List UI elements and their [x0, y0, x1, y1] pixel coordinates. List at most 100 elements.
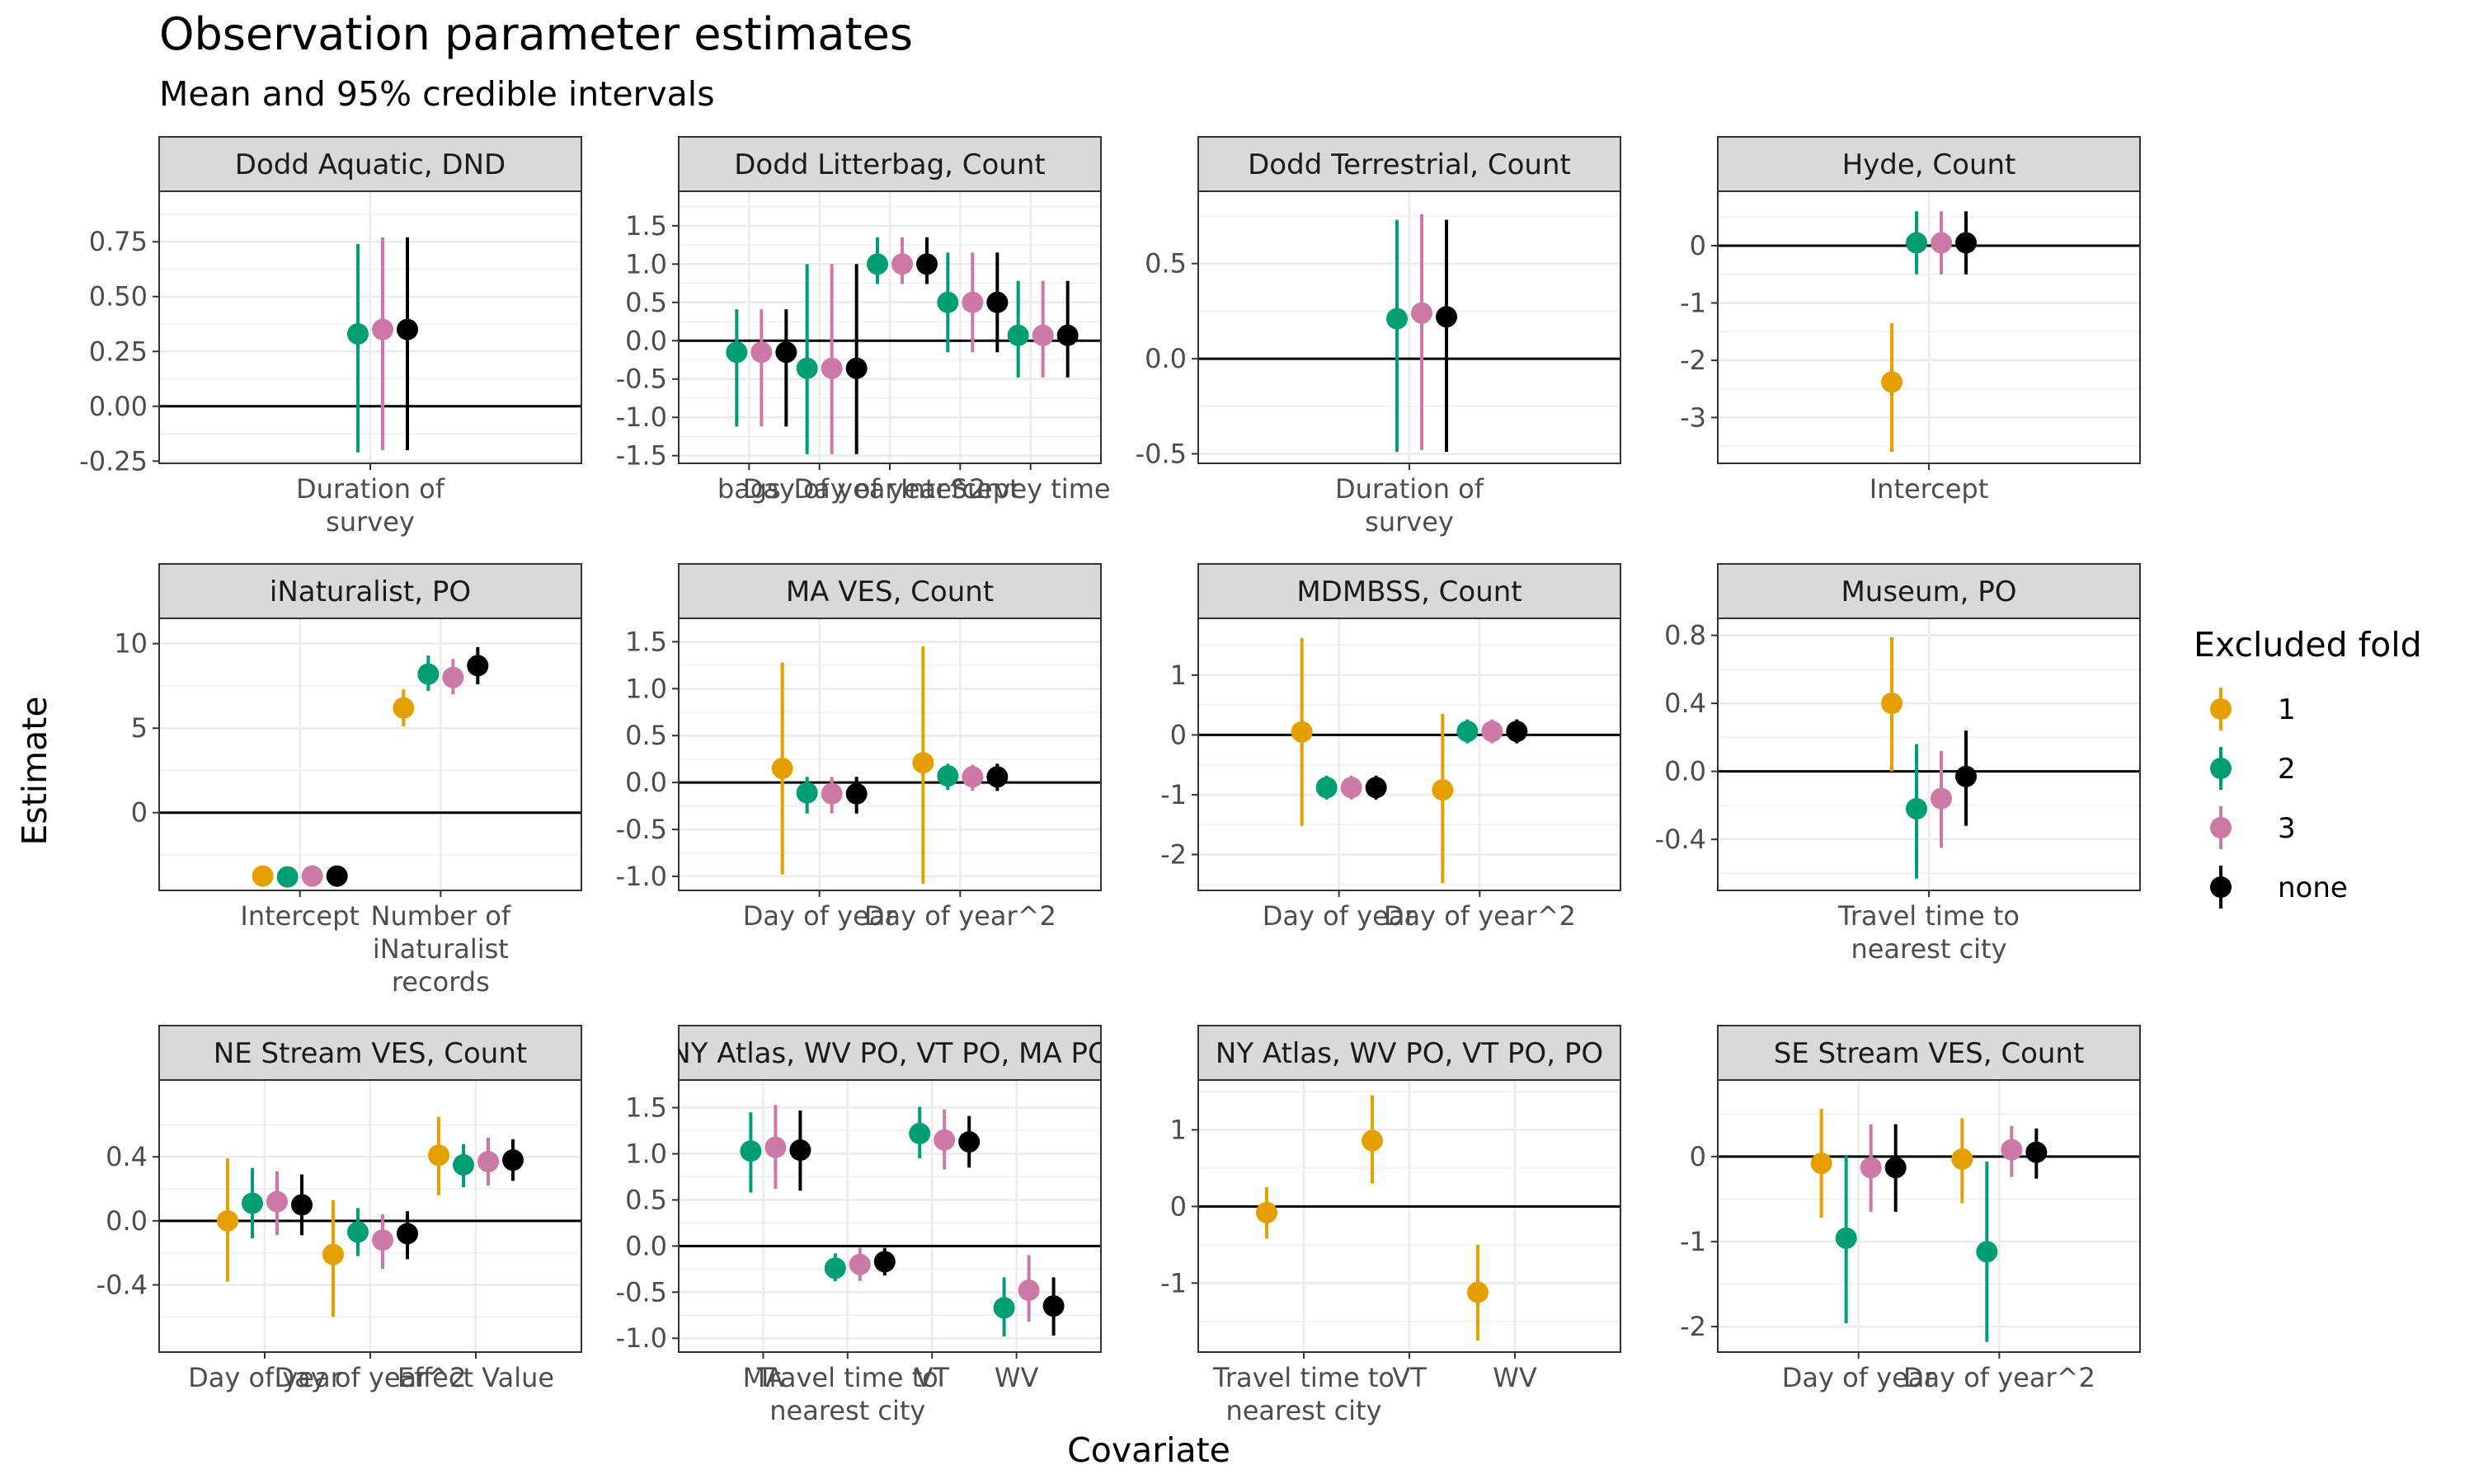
- y-tick-label: 5: [131, 712, 148, 744]
- y-tick-label: 0: [1690, 230, 1706, 261]
- point-fold-3: [849, 1253, 871, 1275]
- point-fold-1: [1432, 779, 1454, 801]
- y-tick-label: 0.4: [1664, 688, 1706, 719]
- legend-label-1: 1: [2278, 693, 2296, 726]
- point-fold-1: [322, 1243, 344, 1266]
- y-tick-label: -1: [1160, 779, 1187, 810]
- point-fold-3: [934, 1129, 956, 1151]
- x-tick-label-line: nearest city: [1851, 933, 2006, 965]
- point-fold-1: [1291, 721, 1313, 743]
- point-fold-3: [764, 1136, 787, 1158]
- y-tick-label: 1.5: [625, 626, 667, 657]
- point-fold-3: [2001, 1139, 2023, 1161]
- point-fold-none: [291, 1194, 313, 1216]
- x-tick-label-line: WV: [995, 1362, 1039, 1393]
- facet-panels: Dodd Aquatic, DND-0.250.000.250.500.75Du…: [79, 136, 2141, 1426]
- panel-border: [1717, 618, 2141, 891]
- y-axis-title: Estimate: [15, 696, 54, 845]
- y-tick-label: 0.5: [625, 287, 667, 318]
- point-fold-2: [1835, 1227, 1857, 1249]
- y-tick-label: -1: [1680, 287, 1706, 318]
- x-tick-label: Day of year: [188, 1362, 342, 1393]
- point-fold-2: [1906, 798, 1927, 819]
- facet-strip-label: NE Stream VES, Count: [214, 1037, 527, 1070]
- legend-label-2: 2: [2278, 753, 2296, 786]
- x-tick-label-line: Day of year: [743, 473, 897, 505]
- facet-strip-label: NY Atlas, WV PO, VT PO, PO: [1216, 1037, 1603, 1070]
- legend-key-point-1: [2210, 698, 2232, 720]
- y-tick-label: 0.0: [625, 325, 667, 356]
- point-fold-none: [326, 865, 348, 887]
- facet-panel: Dodd Terrestrial, Count -0.5 0.0 0.5 Duratio…: [1136, 136, 1621, 538]
- x-tick-label: Intercept: [1870, 473, 1989, 505]
- point-fold-none: [1506, 721, 1528, 743]
- x-tick-label-line: Survey time: [951, 473, 1111, 505]
- point-fold-none: [1955, 765, 1977, 787]
- point-fold-1: [1256, 1201, 1277, 1223]
- point-fold-3: [477, 1151, 499, 1172]
- x-tick-label: Intercept: [240, 900, 360, 932]
- x-tick-label-line: Day of year: [1263, 900, 1417, 932]
- x-tick-label-line: Intercept: [1870, 473, 1989, 505]
- y-tick-label: 0.0: [1145, 343, 1187, 374]
- x-tick-label-line: Effect Value: [397, 1362, 554, 1393]
- point-fold-none: [1884, 1157, 1907, 1179]
- point-fold-3: [372, 1229, 393, 1252]
- x-tick-label: Survey time: [951, 473, 1111, 505]
- panel-border: [158, 618, 582, 891]
- point-fold-none: [1056, 324, 1079, 346]
- chart-title: Observation parameter estimates: [159, 8, 913, 60]
- x-tick-label: Duration of survey: [296, 473, 445, 538]
- facet-panel: NY Atlas, WV PO, VT PO, PO -1 0 1 Travel tim…: [1160, 1025, 1621, 1426]
- point-fold-3: [962, 291, 984, 313]
- facet-strip-label: Museum, PO: [1841, 575, 2016, 608]
- panel-background: [1198, 618, 1620, 890]
- y-tick-label: 0.0: [1664, 756, 1706, 787]
- point-fold-1: [1467, 1281, 1489, 1303]
- point-fold-2: [726, 341, 748, 364]
- x-tick-label-line: Intercept: [240, 900, 360, 932]
- y-tick-label: -0.5: [1136, 438, 1187, 469]
- y-tick-label: 0.0: [625, 1230, 667, 1261]
- y-tick-label: 0.25: [89, 336, 148, 367]
- x-tick-label: Day of year^2: [275, 1362, 467, 1393]
- x-tick-label-line: Day of year: [743, 900, 897, 932]
- facet-strip-label: MA VES, Count: [786, 575, 994, 608]
- x-tick-label-line: Day of year: [188, 1362, 342, 1393]
- facet-strip: [158, 563, 582, 619]
- x-tick-label: MA: [743, 1362, 784, 1393]
- y-tick-label: 1.5: [625, 210, 667, 242]
- point-fold-3: [750, 341, 773, 364]
- point-fold-2: [824, 1257, 846, 1280]
- panel-background: [679, 1080, 1101, 1352]
- y-tick-label: 0.0: [106, 1205, 148, 1237]
- y-tick-label: 0.4: [106, 1141, 148, 1172]
- point-fold-2: [937, 291, 959, 313]
- panel-border: [158, 1079, 582, 1353]
- y-tick-label: 0.00: [89, 391, 148, 422]
- y-tick-label: 0.5: [1145, 248, 1187, 279]
- point-fold-2: [796, 782, 818, 804]
- y-tick-label: 1: [1170, 660, 1187, 691]
- point-fold-none: [958, 1130, 981, 1153]
- panel-border: [158, 190, 582, 464]
- y-tick-label: -1: [1160, 1267, 1187, 1298]
- x-tick-label-line: bags: [717, 473, 781, 505]
- facet-strip-label: Dodd Litterbag, Count: [734, 148, 1046, 181]
- y-tick-label: 1.0: [625, 673, 667, 704]
- point-fold-2: [1007, 324, 1029, 346]
- point-fold-1: [217, 1209, 238, 1232]
- x-tick-label-line: MA: [743, 1362, 784, 1393]
- y-tick-label: -0.5: [616, 1276, 667, 1308]
- x-tick-label: Day of year: [1263, 900, 1417, 932]
- y-tick-label: -0.25: [79, 445, 148, 477]
- legend-key-point-none: [2210, 876, 2232, 898]
- legend-key-point-3: [2210, 817, 2232, 838]
- panel-border: [1197, 618, 1621, 891]
- point-fold-3: [1931, 232, 1952, 254]
- x-tick-label-line: Day of year^2: [864, 900, 1056, 932]
- y-tick-label: -0.5: [616, 814, 667, 845]
- x-tick-label-line: Day of year^2: [794, 473, 986, 505]
- point-fold-2: [937, 765, 959, 787]
- point-fold-1: [912, 752, 934, 774]
